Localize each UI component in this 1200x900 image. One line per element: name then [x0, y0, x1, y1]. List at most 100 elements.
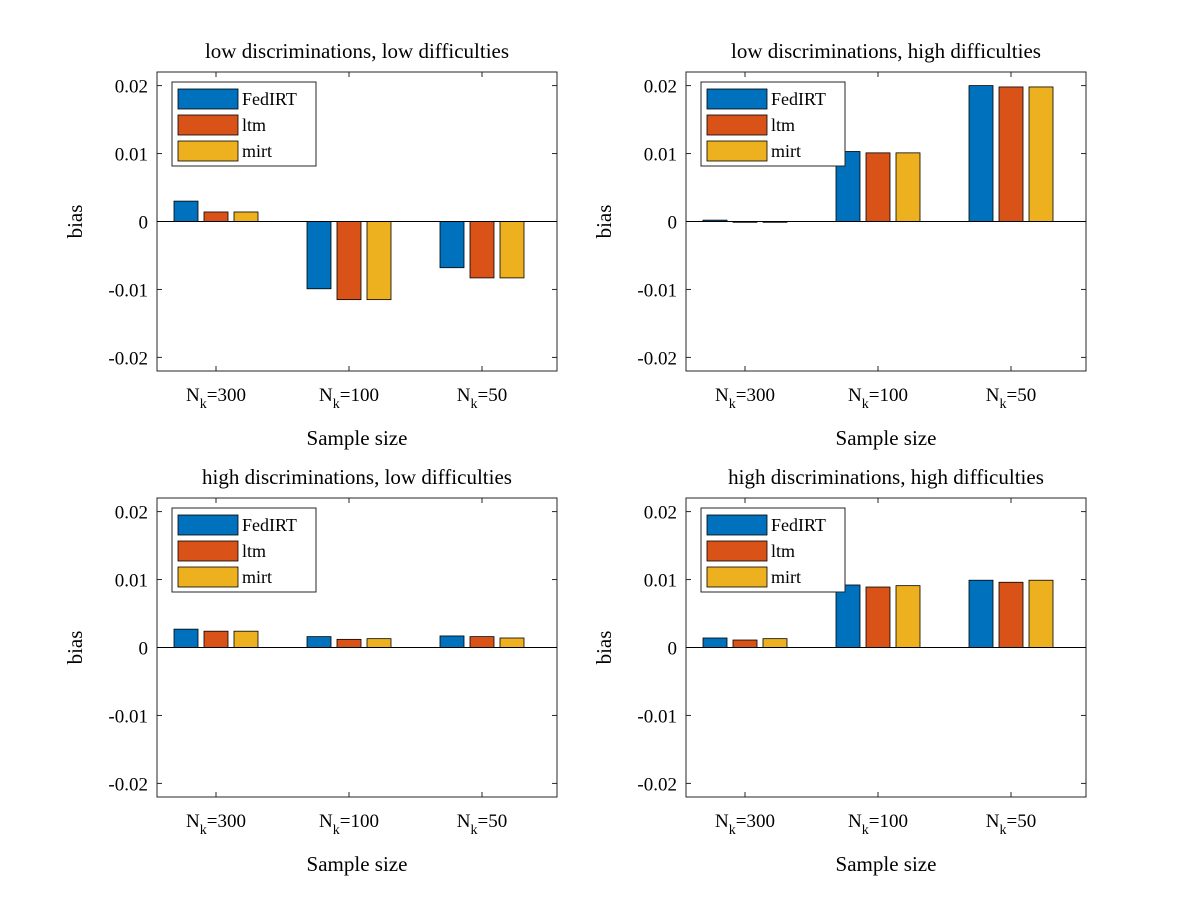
- bar-mirt-2: [366, 221, 392, 301]
- x-tick-label-subscript: k: [1000, 397, 1007, 412]
- y-tick-label: -0.02: [637, 348, 677, 369]
- x-tick-label: Nk=50: [986, 385, 1036, 412]
- legend: FedIRT ltm mirt: [700, 507, 846, 593]
- x-tick-label: Nk=100: [848, 811, 908, 838]
- subplot-4: high discriminations, high difficulties 0…: [592, 465, 1087, 876]
- bar-fedirt-1: [702, 637, 728, 648]
- y-axis-label: bias: [592, 631, 616, 665]
- subplot-2: low discriminations, high difficulties 0.…: [592, 39, 1087, 450]
- y-tick-label: -0.01: [637, 280, 677, 301]
- legend-swatch-ltm: [177, 540, 239, 562]
- x-tick-label-base: N: [848, 811, 862, 832]
- x-tick-label: Nk=300: [186, 811, 246, 838]
- x-tick-label-rest: =300: [736, 385, 775, 406]
- x-tick-label: Nk=300: [715, 385, 775, 412]
- x-axis-label: Sample size: [836, 426, 937, 450]
- y-tick-label: -0.01: [108, 280, 148, 301]
- subplot-title: low discriminations, low difficulties: [205, 39, 509, 63]
- x-tick-label-rest: =300: [207, 385, 246, 406]
- x-tick-label-base: N: [715, 385, 729, 406]
- legend-label-ltm: ltm: [771, 115, 795, 135]
- legend-swatch-mirt: [706, 566, 768, 588]
- x-tick-label: Nk=300: [715, 811, 775, 838]
- legend: FedIRT ltm mirt: [171, 81, 317, 167]
- x-tick-label-base: N: [986, 811, 1000, 832]
- y-tick-label: 0.01: [115, 145, 148, 166]
- x-tick-label-subscript: k: [729, 823, 736, 838]
- y-tick-label: -0.01: [637, 706, 677, 727]
- y-tick-label: -0.02: [108, 348, 148, 369]
- x-tick-label-subscript: k: [471, 823, 478, 838]
- y-tick-label: 0.02: [644, 503, 677, 524]
- y-tick-label: -0.02: [108, 774, 148, 795]
- bar-ltm-2: [865, 586, 891, 648]
- y-tick-label: 0: [668, 639, 678, 660]
- y-tick-label: 0: [139, 639, 149, 660]
- bar-mirt-1: [233, 630, 259, 648]
- x-tick-label-subscript: k: [862, 397, 869, 412]
- bar-ltm-1: [203, 630, 229, 648]
- x-tick-label-rest: =100: [869, 811, 908, 832]
- subplot-3: high discriminations, low difficulties 0.…: [63, 465, 558, 876]
- x-tick-label-rest: =50: [478, 811, 508, 832]
- bar-ltm-1: [732, 639, 758, 648]
- legend-label-ltm: ltm: [771, 541, 795, 561]
- legend-swatch-mirt: [177, 140, 239, 162]
- y-tick-label: -0.02: [637, 774, 677, 795]
- y-tick-label: 0.01: [115, 571, 148, 592]
- x-tick-label-base: N: [457, 385, 471, 406]
- legend-label-ltm: ltm: [242, 541, 266, 561]
- bar-ltm-2: [336, 221, 362, 301]
- legend-label-mirt: mirt: [771, 567, 801, 587]
- bar-fedirt-1: [173, 628, 199, 648]
- legend-label-fedirt: FedIRT: [771, 515, 826, 535]
- x-tick-label: Nk=100: [848, 385, 908, 412]
- bar-ltm-2: [336, 638, 362, 648]
- x-tick-label-base: N: [186, 385, 200, 406]
- x-tick-label-rest: =300: [207, 811, 246, 832]
- legend-swatch-fedirt: [706, 514, 768, 536]
- legend: FedIRT ltm mirt: [171, 507, 317, 593]
- x-tick-label: Nk=50: [986, 811, 1036, 838]
- bar-fedirt-3: [968, 579, 994, 648]
- bar-ltm-1: [203, 211, 229, 222]
- x-tick-label-rest: =100: [340, 811, 379, 832]
- x-tick-label-rest: =300: [736, 811, 775, 832]
- x-tick-label: Nk=100: [319, 385, 379, 412]
- legend-swatch-fedirt: [177, 88, 239, 110]
- legend: FedIRT ltm mirt: [700, 81, 846, 167]
- x-tick-label-subscript: k: [471, 397, 478, 412]
- x-tick-label-subscript: k: [729, 397, 736, 412]
- bar-fedirt-2: [835, 584, 861, 648]
- x-tick-label-rest: =100: [340, 385, 379, 406]
- bar-mirt-2: [895, 152, 921, 222]
- bar-mirt-2: [895, 585, 921, 648]
- y-tick-label: 0.01: [644, 145, 677, 166]
- legend-swatch-fedirt: [177, 514, 239, 536]
- bar-fedirt-1: [173, 200, 199, 222]
- x-tick-label-base: N: [186, 811, 200, 832]
- bar-fedirt-3: [968, 85, 994, 222]
- x-tick-label-base: N: [715, 811, 729, 832]
- x-tick-label-base: N: [319, 811, 333, 832]
- legend-swatch-mirt: [177, 566, 239, 588]
- y-tick-label: 0.01: [644, 571, 677, 592]
- x-axis-label: Sample size: [307, 426, 408, 450]
- legend-label-mirt: mirt: [242, 141, 272, 161]
- x-tick-label-base: N: [457, 811, 471, 832]
- legend-label-fedirt: FedIRT: [771, 89, 826, 109]
- subplot-1: low discriminations, low difficulties 0.0…: [63, 39, 558, 450]
- x-tick-label-subscript: k: [200, 397, 207, 412]
- legend-label-mirt: mirt: [242, 567, 272, 587]
- y-tick-label: 0: [139, 213, 149, 234]
- x-tick-label: Nk=300: [186, 385, 246, 412]
- x-tick-label: Nk=50: [457, 385, 507, 412]
- bar-ltm-2: [865, 152, 891, 222]
- x-tick-label: Nk=50: [457, 811, 507, 838]
- y-axis-label: bias: [592, 205, 616, 239]
- x-tick-label-subscript: k: [200, 823, 207, 838]
- bar-ltm-3: [469, 636, 495, 648]
- bar-mirt-3: [1028, 86, 1054, 222]
- y-axis-label: bias: [63, 631, 87, 665]
